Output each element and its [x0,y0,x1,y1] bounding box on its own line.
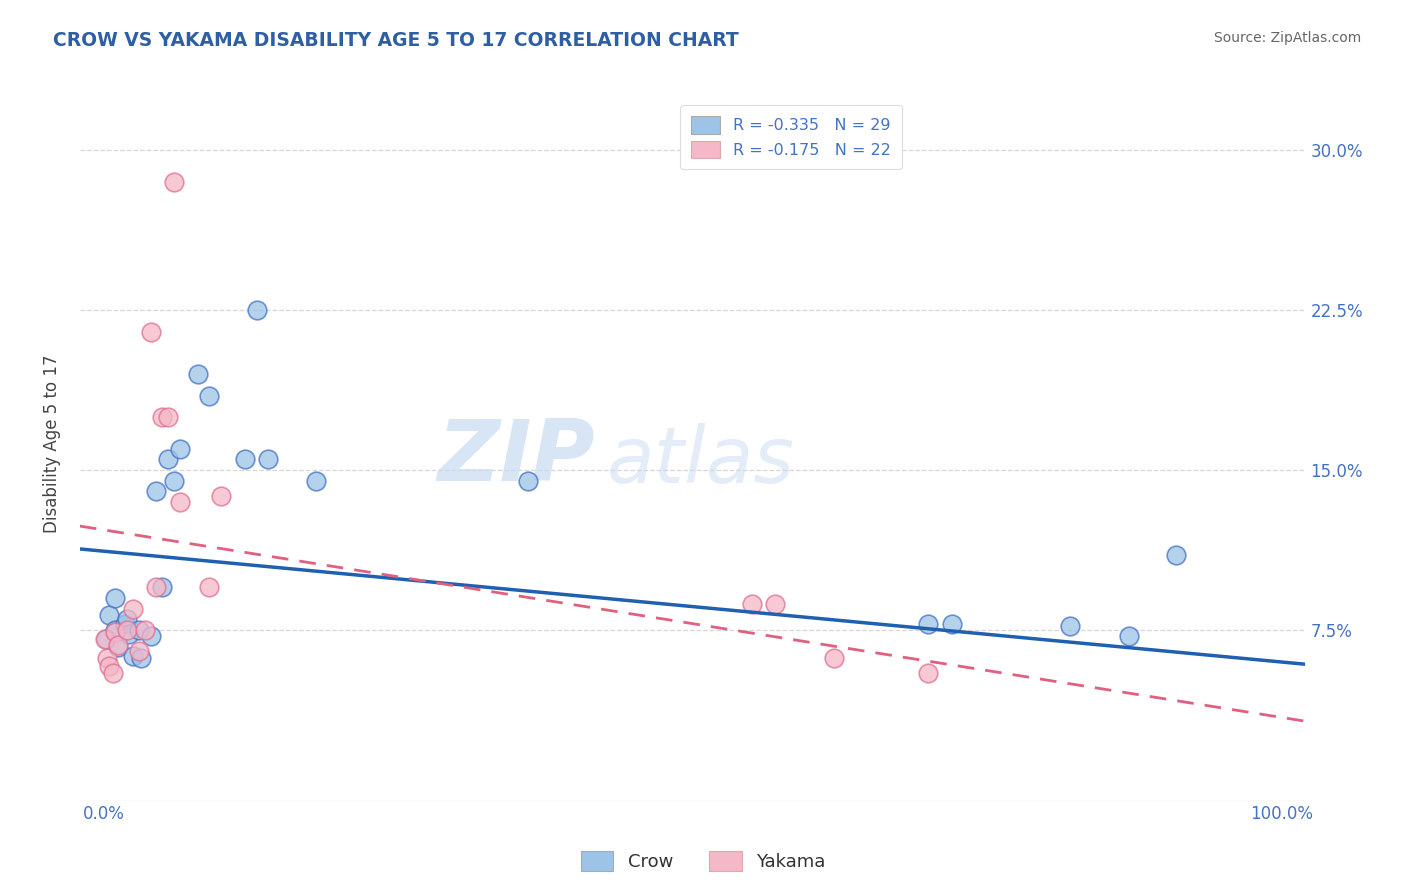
Point [1118,630,1140,644]
Point [187,368,209,382]
Point [516,474,538,488]
Point [150,581,173,595]
Point [98,608,121,623]
Legend: Crow, Yakama: Crow, Yakama [574,844,832,879]
Point [163,474,186,488]
Legend: R = -0.335   N = 29, R = -0.175   N = 22: R = -0.335 N = 29, R = -0.175 N = 22 [679,105,901,169]
Point [233,452,256,467]
Point [122,601,145,615]
Point [139,325,162,339]
Point [139,630,162,644]
Point [115,623,138,637]
Point [94,632,117,646]
Text: Source: ZipAtlas.com: Source: ZipAtlas.com [1213,31,1361,45]
Point [104,625,127,640]
Y-axis label: Disability Age 5 to 17: Disability Age 5 to 17 [44,354,60,533]
Point [150,409,173,424]
Point [1164,549,1187,563]
Point [107,640,129,654]
Point [209,489,232,503]
Point [145,484,167,499]
Point [122,648,145,663]
Point [823,650,845,665]
Point [257,452,280,467]
Point [741,598,763,612]
Point [104,623,127,637]
Point [128,644,150,658]
Point [917,616,939,631]
Text: CROW VS YAKAMA DISABILITY AGE 5 TO 17 CORRELATION CHART: CROW VS YAKAMA DISABILITY AGE 5 TO 17 CO… [53,31,740,50]
Point [169,495,191,509]
Point [101,665,124,680]
Point [145,581,167,595]
Point [198,581,221,595]
Point [128,623,150,637]
Point [157,409,180,424]
Point [198,388,221,402]
Point [104,591,127,605]
Text: ZIP: ZIP [437,417,595,500]
Point [163,175,186,189]
Point [763,598,786,612]
Point [107,638,129,652]
Point [157,452,180,467]
Point [115,612,138,626]
Text: atlas: atlas [607,423,794,499]
Point [246,303,269,318]
Point [93,632,115,646]
Point [96,650,118,665]
Point [129,650,152,665]
Point [98,659,121,673]
Point [169,442,191,456]
Point [114,616,136,631]
Point [941,616,963,631]
Point [304,474,326,488]
Point [118,627,141,641]
Point [917,665,939,680]
Point [1059,619,1081,633]
Point [134,623,156,637]
